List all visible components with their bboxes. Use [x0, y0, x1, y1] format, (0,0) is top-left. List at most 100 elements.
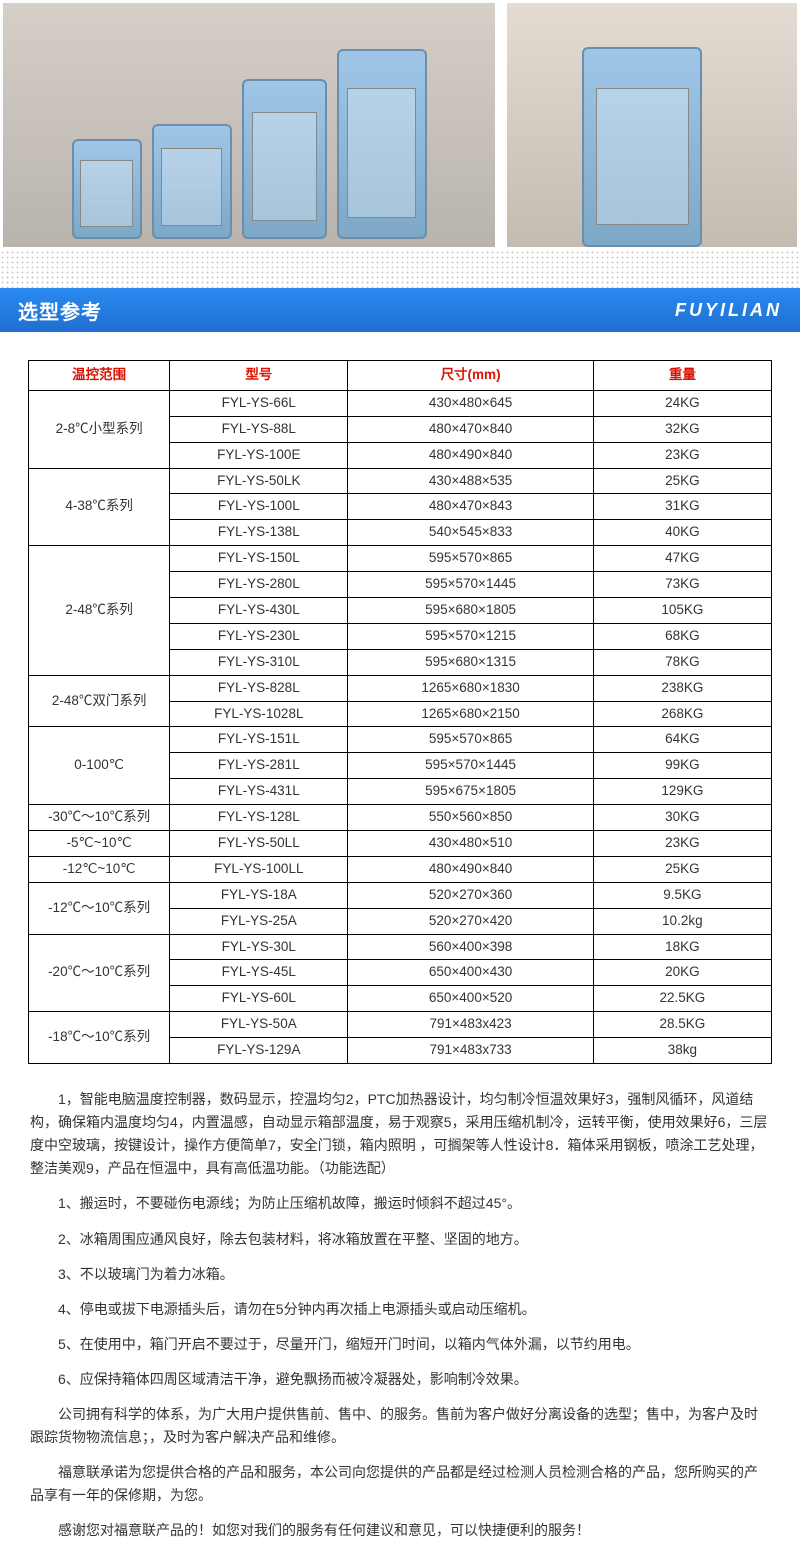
- note-paragraph: 6、应保持箱体四周区域清洁干净，避免飘扬而被冷凝器处，影响制冷效果。: [30, 1368, 770, 1391]
- cell-model: FYL-YS-100LL: [170, 856, 348, 882]
- col-weight: 重量: [593, 361, 771, 391]
- cell-model: FYL-YS-1028L: [170, 701, 348, 727]
- cell-size: 650×400×520: [348, 986, 593, 1012]
- product-photo-right: [504, 0, 800, 250]
- cell-model: FYL-YS-280L: [170, 572, 348, 598]
- spec-table: 温控范围 型号 尺寸(mm) 重量 2-8℃小型系列FYL-YS-66L430×…: [28, 360, 772, 1064]
- note-paragraph: 1、搬运时，不要碰伤电源线；为防止压缩机故障，搬运时倾斜不超过45°。: [30, 1192, 770, 1215]
- cell-weight: 25KG: [593, 856, 771, 882]
- cell-weight: 18KG: [593, 934, 771, 960]
- cell-weight: 10.2kg: [593, 908, 771, 934]
- cell-model: FYL-YS-431L: [170, 779, 348, 805]
- table-row: 2-48℃系列FYL-YS-150L595×570×86547KG: [29, 546, 772, 572]
- cell-size: 595×570×1445: [348, 753, 593, 779]
- notes-section: 1，智能电脑温度控制器，数码显示，控温均匀2，PTC加热器设计，均匀制冷恒温效果…: [0, 1078, 800, 1542]
- table-row: 0-100℃FYL-YS-151L595×570×86564KG: [29, 727, 772, 753]
- note-paragraph: 2、冰箱周围应通风良好，除去包装材料，将冰箱放置在平整、坚固的地方。: [30, 1228, 770, 1251]
- cell-weight: 24KG: [593, 390, 771, 416]
- table-row: -12℃~10℃FYL-YS-100LL480×490×84025KG: [29, 856, 772, 882]
- note-paragraph: 4、停电或拔下电源插头后，请勿在5分钟内再次插上电源插头或启动压缩机。: [30, 1298, 770, 1321]
- cell-weight: 238KG: [593, 675, 771, 701]
- note-paragraph: 感谢您对福意联产品的！如您对我们的服务有任何建议和意见，可以快捷便利的服务！: [30, 1519, 770, 1542]
- cell-size: 480×490×840: [348, 442, 593, 468]
- cell-size: 595×570×865: [348, 727, 593, 753]
- note-paragraph: 5、在使用中，箱门开启不要过于，尽量开门，缩短开门时间，以箱内气体外漏，以节约用…: [30, 1333, 770, 1356]
- cell-model: FYL-YS-18A: [170, 882, 348, 908]
- col-size: 尺寸(mm): [348, 361, 593, 391]
- product-fridge: [337, 49, 427, 239]
- cell-range: -12℃～10℃系列: [29, 882, 170, 934]
- cell-weight: 22.5KG: [593, 986, 771, 1012]
- cell-range: 2-8℃小型系列: [29, 390, 170, 468]
- cell-size: 560×400×398: [348, 934, 593, 960]
- table-row: -12℃～10℃系列FYL-YS-18A520×270×3609.5KG: [29, 882, 772, 908]
- cell-weight: 23KG: [593, 442, 771, 468]
- cell-weight: 9.5KG: [593, 882, 771, 908]
- cell-model: FYL-YS-430L: [170, 598, 348, 624]
- cell-model: FYL-YS-50A: [170, 1012, 348, 1038]
- cell-range: -30℃～10℃系列: [29, 805, 170, 831]
- note-paragraph: 1，智能电脑温度控制器，数码显示，控温均匀2，PTC加热器设计，均匀制冷恒温效果…: [30, 1088, 770, 1180]
- table-row: -18℃～10℃系列FYL-YS-50A791×483x42328.5KG: [29, 1012, 772, 1038]
- cell-range: -18℃～10℃系列: [29, 1012, 170, 1064]
- cell-size: 595×680×1805: [348, 598, 593, 624]
- cell-size: 540×545×833: [348, 520, 593, 546]
- cell-range: 2-48℃双门系列: [29, 675, 170, 727]
- table-row: 2-8℃小型系列FYL-YS-66L430×480×64524KG: [29, 390, 772, 416]
- cell-model: FYL-YS-310L: [170, 649, 348, 675]
- cell-model: FYL-YS-230L: [170, 623, 348, 649]
- cell-model: FYL-YS-150L: [170, 546, 348, 572]
- cell-weight: 78KG: [593, 649, 771, 675]
- cell-size: 595×570×1215: [348, 623, 593, 649]
- cell-size: 791×483x423: [348, 1012, 593, 1038]
- cell-model: FYL-YS-45L: [170, 960, 348, 986]
- cell-size: 480×490×840: [348, 856, 593, 882]
- cell-model: FYL-YS-128L: [170, 805, 348, 831]
- cell-size: 520×270×360: [348, 882, 593, 908]
- cell-model: FYL-YS-151L: [170, 727, 348, 753]
- cell-range: 4-38℃系列: [29, 468, 170, 546]
- cell-model: FYL-YS-100E: [170, 442, 348, 468]
- table-row: -5℃~10℃FYL-YS-50LL430×480×51023KG: [29, 831, 772, 857]
- cell-model: FYL-YS-30L: [170, 934, 348, 960]
- cell-weight: 105KG: [593, 598, 771, 624]
- cell-size: 430×480×645: [348, 390, 593, 416]
- table-row: 4-38℃系列FYL-YS-50LK430×488×53525KG: [29, 468, 772, 494]
- product-fridge: [242, 79, 327, 239]
- cell-model: FYL-YS-25A: [170, 908, 348, 934]
- cell-size: 1265×680×2150: [348, 701, 593, 727]
- product-fridge: [582, 47, 702, 247]
- cell-size: 480×470×840: [348, 416, 593, 442]
- cell-model: FYL-YS-828L: [170, 675, 348, 701]
- cell-size: 595×680×1315: [348, 649, 593, 675]
- cell-weight: 38kg: [593, 1038, 771, 1064]
- cell-size: 595×675×1805: [348, 779, 593, 805]
- cell-weight: 47KG: [593, 546, 771, 572]
- cell-size: 1265×680×1830: [348, 675, 593, 701]
- cell-weight: 40KG: [593, 520, 771, 546]
- cell-size: 595×570×865: [348, 546, 593, 572]
- product-fridge: [152, 124, 232, 239]
- cell-weight: 30KG: [593, 805, 771, 831]
- col-model: 型号: [170, 361, 348, 391]
- cell-weight: 28.5KG: [593, 1012, 771, 1038]
- cell-model: FYL-YS-138L: [170, 520, 348, 546]
- cell-range: -12℃~10℃: [29, 856, 170, 882]
- cell-weight: 73KG: [593, 572, 771, 598]
- section-header: 选型参考 FUYILIAN: [0, 288, 800, 332]
- table-header-row: 温控范围 型号 尺寸(mm) 重量: [29, 361, 772, 391]
- product-fridge: [72, 139, 142, 239]
- cell-range: -5℃~10℃: [29, 831, 170, 857]
- cell-weight: 31KG: [593, 494, 771, 520]
- cell-weight: 129KG: [593, 779, 771, 805]
- decorative-divider: [0, 250, 800, 288]
- note-paragraph: 3、不以玻璃门为着力冰箱。: [30, 1263, 770, 1286]
- cell-size: 595×570×1445: [348, 572, 593, 598]
- cell-range: -20℃～10℃系列: [29, 934, 170, 1012]
- cell-weight: 99KG: [593, 753, 771, 779]
- cell-model: FYL-YS-281L: [170, 753, 348, 779]
- cell-weight: 64KG: [593, 727, 771, 753]
- note-paragraph: 公司拥有科学的体系，为广大用户提供售前、售中、的服务。售前为客户做好分离设备的选…: [30, 1403, 770, 1449]
- cell-size: 430×480×510: [348, 831, 593, 857]
- table-row: 2-48℃双门系列FYL-YS-828L1265×680×1830238KG: [29, 675, 772, 701]
